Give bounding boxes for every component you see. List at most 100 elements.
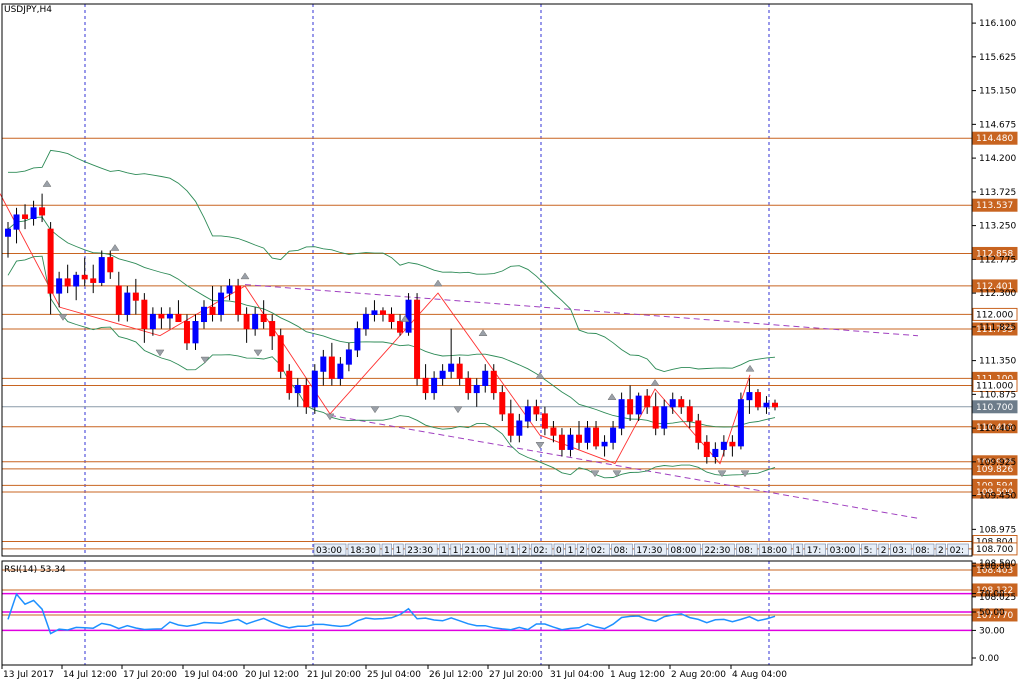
time-tag: [530, 543, 553, 556]
candle-body: [30, 207, 37, 219]
level-tag: [972, 400, 1018, 414]
candle-body: [414, 299, 421, 379]
fractal-arrow: [740, 470, 750, 478]
y-tick-label: 116.100: [979, 19, 1016, 29]
candle-body: [456, 363, 463, 379]
time-tag: [611, 543, 633, 556]
candle-body: [567, 434, 574, 450]
rsi-frame: [1, 560, 973, 666]
level-tag-label: 112.000: [976, 310, 1013, 320]
x-tick-label: 25 Jul 04:00: [367, 670, 421, 680]
fractal-arrow: [535, 442, 545, 449]
candle-body: [13, 214, 20, 230]
time-tag: [450, 543, 461, 556]
level-tag: [972, 542, 1018, 556]
candle-body: [763, 402, 770, 408]
candle-body: [550, 427, 557, 436]
time-tags: 03:00 18:30 1 1 23:30 1 1 21:00 1 1 2 02: 0 1 2 02: 08: 1…: [313, 543, 969, 556]
candle-body: [652, 406, 659, 429]
time-tag-label: 1: [441, 546, 447, 556]
candle-body: [183, 321, 190, 344]
price-axis: 116.100 115.625 115.150 114.675 114.200 113.7…: [972, 19, 1016, 603]
candle-body: [226, 285, 233, 294]
level-tag: [972, 563, 1018, 577]
candle-body: [720, 441, 727, 450]
time-tag: [347, 543, 381, 556]
candle-body: [737, 399, 744, 447]
candle-body: [141, 299, 148, 330]
y-tick-label: 108.975: [979, 525, 1016, 535]
x-tick-label: 19 Jul 04:00: [184, 670, 238, 680]
y-tick-label: 108.500: [979, 559, 1016, 569]
candle-body: [294, 384, 301, 394]
rsi-tick-label: 50.00: [979, 608, 1005, 618]
time-tag-label: 1: [396, 546, 402, 556]
candle-body: [610, 427, 617, 443]
candle-body: [345, 349, 352, 365]
time-tag-label: 08:: [614, 546, 628, 556]
time-tag: [912, 543, 935, 556]
time-tag-label: 02:: [533, 546, 547, 556]
time-tag: [576, 543, 588, 556]
chart-title: USDJPY,H4: [4, 5, 52, 15]
candle-body: [482, 370, 489, 386]
time-tag-label: 1: [568, 546, 574, 556]
time-tag: [702, 543, 735, 556]
time-tag: [947, 543, 969, 556]
candle-body: [618, 399, 625, 429]
y-tick-label: 114.200: [979, 154, 1016, 164]
candle-body: [388, 313, 395, 323]
fractal-arrow: [607, 393, 617, 400]
candle-body: [328, 356, 335, 379]
candle-body: [98, 257, 105, 283]
y-tick-label: 109.450: [979, 492, 1016, 502]
rsi-tick-label: 30.00: [979, 626, 1005, 636]
candle-body: [166, 313, 173, 319]
fractal-arrow: [453, 406, 463, 414]
time-tag: [496, 543, 507, 556]
level-tag-label: 109.500: [976, 488, 1013, 498]
candle-body: [541, 413, 548, 429]
candle-body: [669, 399, 676, 408]
candle-body: [507, 413, 514, 436]
candle-body: [644, 395, 651, 408]
candle-body: [635, 395, 642, 415]
time-tag: [804, 543, 826, 556]
candle-body: [209, 306, 216, 315]
candle-body: [286, 370, 293, 394]
trend-lines: [0, 193, 919, 519]
fractal-arrow: [58, 314, 68, 321]
time-tag: [890, 543, 912, 556]
candle-body: [56, 278, 63, 294]
candle-body: [575, 434, 582, 443]
level-tag: [972, 420, 1018, 434]
candle-body: [379, 310, 386, 315]
candle-body: [678, 399, 685, 408]
level-tag: [972, 485, 1018, 499]
level-tag-label: 108.122: [976, 586, 1013, 596]
y-tick-label: 115.625: [979, 53, 1016, 63]
candle-body: [354, 328, 361, 351]
time-tag-label: 03:: [892, 546, 906, 556]
candle-body: [490, 370, 497, 394]
time-tag-label: 17:30: [636, 546, 662, 556]
candle-body: [47, 228, 54, 294]
level-tag: [972, 307, 1018, 321]
level-tag-label: 112.858: [976, 249, 1013, 259]
candle-body: [772, 402, 778, 408]
level-tag-label: 114.480: [976, 134, 1013, 144]
fractal-arrow: [240, 272, 250, 280]
x-tick-label: 4 Aug 04:00: [732, 670, 787, 680]
fractal-arrow: [745, 364, 755, 372]
level-tag: [972, 279, 1018, 293]
candle-body: [192, 321, 199, 344]
candle-body: [584, 427, 591, 443]
time-tag-label: 1: [498, 546, 504, 556]
level-tag: [972, 131, 1018, 145]
time-tag: [827, 543, 860, 556]
candle-body: [712, 448, 719, 458]
candle-body: [303, 384, 310, 408]
fractal-arrow: [650, 379, 660, 386]
time-tag: [313, 543, 347, 556]
